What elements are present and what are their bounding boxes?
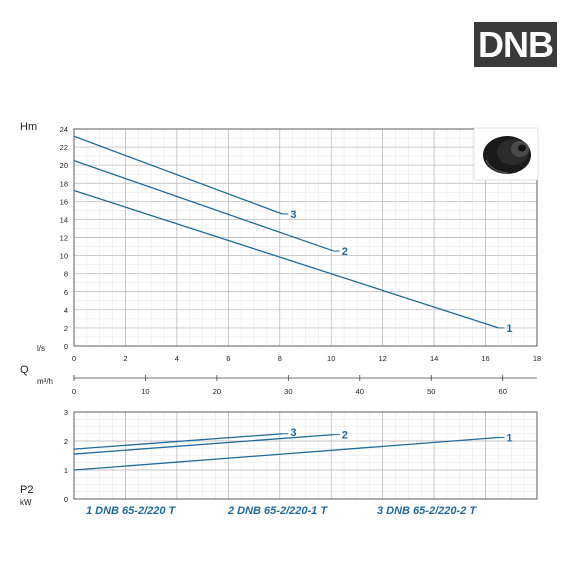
curve-label-2: 2 xyxy=(342,430,348,442)
curve-label-3: 3 xyxy=(290,427,296,439)
y-tick-label: 4 xyxy=(64,306,68,315)
curve-label-1: 1 xyxy=(506,323,512,335)
y-axis-title-power: P2 xyxy=(20,484,33,496)
x-tick-label: 14 xyxy=(430,354,438,363)
y-tick-label: 18 xyxy=(60,179,68,188)
brand-badge: DNB xyxy=(474,22,557,67)
x-axis-unit-ls: l/s xyxy=(37,344,45,353)
y-tick-label: 8 xyxy=(64,270,68,279)
y-tick-label: 2 xyxy=(64,324,68,333)
curve-label-2: 2 xyxy=(342,246,348,258)
x2-tick-label: 20 xyxy=(213,387,221,396)
x2-tick-label: 10 xyxy=(141,387,149,396)
y-tick-label: 0 xyxy=(64,342,68,351)
y-tick-label: 3 xyxy=(64,408,68,417)
legend-item-2: 2 DNB 65-2/220-1 T xyxy=(227,505,328,517)
curve-label-3: 3 xyxy=(290,209,296,221)
x-tick-label: 0 xyxy=(72,354,76,363)
x-axis-title-q: Q xyxy=(20,364,29,376)
y-tick-label: 1 xyxy=(64,466,68,475)
x-tick-label: 16 xyxy=(481,354,489,363)
pump-product-icon xyxy=(473,127,539,181)
y-tick-label: 16 xyxy=(60,197,68,206)
legend-item-1: 1 DNB 65-2/220 T xyxy=(86,505,177,517)
curve-3 xyxy=(73,433,283,450)
x2-tick-label: 40 xyxy=(356,387,364,396)
y-tick-label: 22 xyxy=(60,143,68,152)
curve-2 xyxy=(73,160,335,252)
curve-1 xyxy=(73,189,499,329)
power-chart-ticks: 0 1 2 3 xyxy=(64,408,68,504)
x-tick-label: 6 xyxy=(226,354,230,363)
head-chart-series: 1 2 3 xyxy=(73,135,513,335)
y-axis-unit-kw: kW xyxy=(20,498,32,507)
y-tick-label: 0 xyxy=(64,495,68,504)
y-axis-title-head: Hm xyxy=(20,121,37,133)
y-tick-label: 24 xyxy=(60,125,68,134)
y-tick-label: 6 xyxy=(64,288,68,297)
y-tick-label: 14 xyxy=(60,215,68,224)
x-tick-label: 8 xyxy=(278,354,282,363)
y-tick-label: 20 xyxy=(60,161,68,170)
legend-item-3: 3 DNB 65-2/220-2 T xyxy=(377,505,477,517)
curve-label-1: 1 xyxy=(506,433,512,445)
y-tick-label: 2 xyxy=(64,437,68,446)
y-tick-label: 10 xyxy=(60,252,68,261)
x-tick-label: 2 xyxy=(123,354,127,363)
curve-3 xyxy=(73,135,283,215)
plot-frame xyxy=(73,128,538,347)
x2-tick-label: 0 xyxy=(72,387,76,396)
plot-frame xyxy=(73,411,538,500)
power-chart-grid xyxy=(73,411,538,500)
x2-tick-label: 60 xyxy=(499,387,507,396)
curve-2 xyxy=(73,433,334,455)
curve-1 xyxy=(73,436,499,471)
x-tick-label: 18 xyxy=(533,354,541,363)
y-tick-label: 12 xyxy=(60,234,68,243)
x2-tick-label: 50 xyxy=(427,387,435,396)
x-tick-label: 4 xyxy=(175,354,179,363)
x-tick-label: 10 xyxy=(327,354,335,363)
x2-tick-label: 30 xyxy=(284,387,292,396)
x-axis-unit-m3h: m³/h xyxy=(37,377,53,386)
x-tick-label: 12 xyxy=(378,354,386,363)
power-chart-series: 1 2 3 xyxy=(73,427,513,471)
